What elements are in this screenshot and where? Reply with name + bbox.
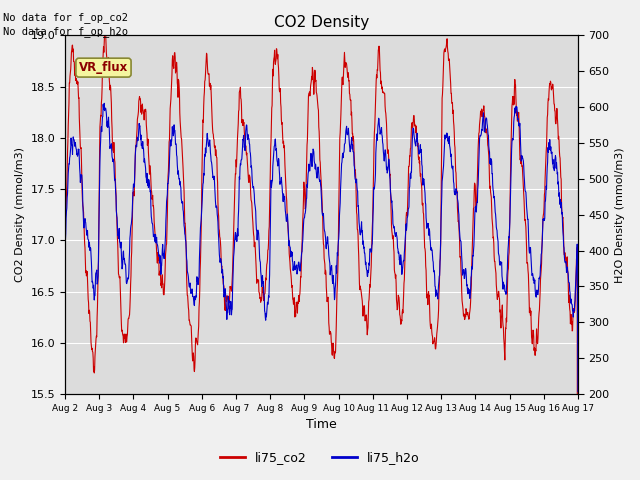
- Title: CO2 Density: CO2 Density: [274, 15, 369, 30]
- X-axis label: Time: Time: [306, 419, 337, 432]
- Y-axis label: CO2 Density (mmol/m3): CO2 Density (mmol/m3): [15, 147, 25, 282]
- Legend: li75_co2, li75_h2o: li75_co2, li75_h2o: [215, 446, 425, 469]
- Text: No data for f_op_co2: No data for f_op_co2: [3, 12, 128, 23]
- Text: VR_flux: VR_flux: [79, 61, 128, 74]
- Text: No data for f_op_h2o: No data for f_op_h2o: [3, 26, 128, 37]
- Y-axis label: H2O Density (mmol/m3): H2O Density (mmol/m3): [615, 147, 625, 283]
